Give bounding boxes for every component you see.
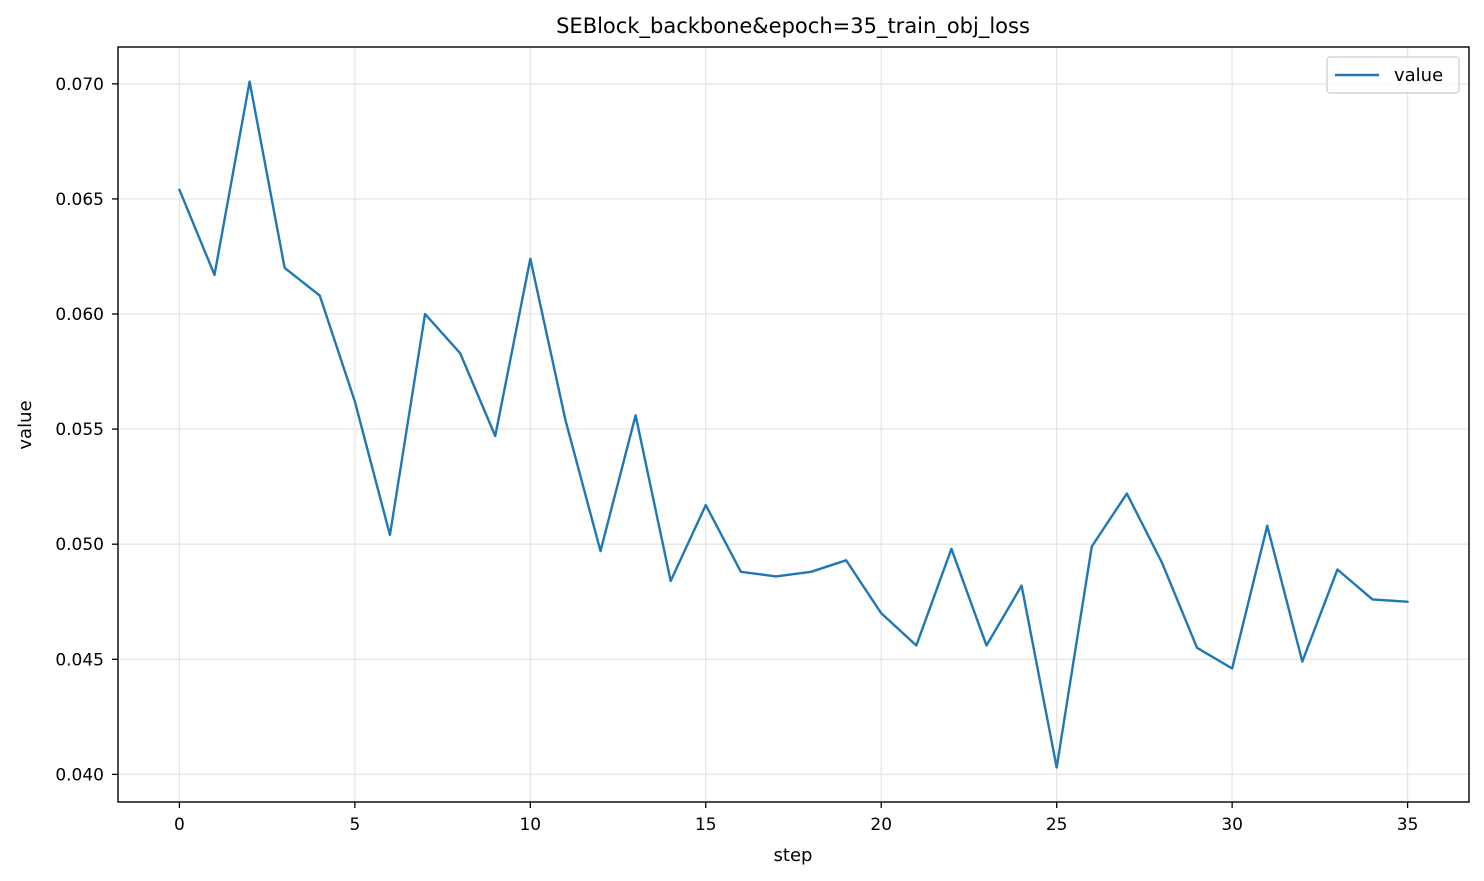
x-axis-ticks: 0 5 10 15 20 25 30 35 [174, 802, 1418, 835]
y-tick-label: 0.040 [55, 765, 104, 785]
x-tick-label: 35 [1397, 815, 1419, 835]
x-tick-label: 20 [870, 815, 892, 835]
legend-box [1326, 56, 1460, 94]
x-tick-label: 10 [519, 815, 541, 835]
y-tick-label: 0.050 [55, 535, 104, 555]
x-tick-label: 25 [1046, 815, 1068, 835]
series-layer [178, 80, 1409, 769]
plot-frame [117, 46, 1470, 803]
y-tick-label: 0.060 [55, 305, 104, 325]
x-tick-label: 0 [174, 815, 185, 835]
y-axis-ticks: 0.040 0.045 0.050 0.055 0.060 0.065 0.070 [55, 75, 118, 785]
x-tick-label: 5 [349, 815, 360, 835]
chart-title: SEBlock_backbone&epoch=35_train_obj_loss [556, 14, 1030, 39]
y-tick-label: 0.045 [55, 650, 104, 670]
y-tick-label: 0.070 [55, 75, 104, 95]
y-tick-label: 0.065 [55, 190, 104, 210]
legend-entry-value: value [1394, 65, 1443, 86]
legend: value [1326, 56, 1460, 94]
y-tick-label: 0.055 [55, 420, 104, 440]
x-tick-label: 30 [1221, 815, 1243, 835]
series-line-value [178, 80, 1409, 769]
grid [118, 47, 1469, 802]
y-axis-label: value [15, 400, 36, 449]
x-tick-label: 15 [695, 815, 717, 835]
x-axis-label: step [774, 845, 813, 866]
